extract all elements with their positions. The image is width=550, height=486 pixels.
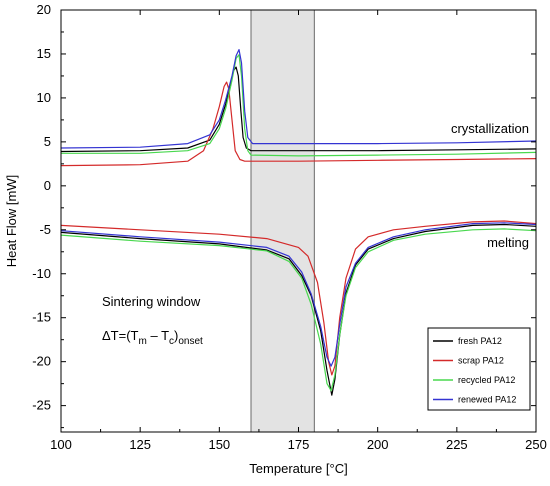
series-line-cooling xyxy=(60,48,537,149)
sintering-window-label: Sintering window xyxy=(102,294,201,309)
sintering-window-region xyxy=(250,9,315,433)
x-axis-title: Temperature [°C] xyxy=(249,461,347,476)
legend-label: scrap PA12 xyxy=(458,356,504,366)
delta-t-m-subscript: m xyxy=(139,336,147,347)
y-tick-label: -10 xyxy=(32,266,51,281)
delta-t-onset-subscript: onset xyxy=(178,336,203,347)
x-tick-label: 100 xyxy=(50,437,72,452)
series-line-heating xyxy=(60,223,537,396)
delta-t-prefix: ΔT=(T xyxy=(102,328,139,343)
series-line-cooling xyxy=(60,66,537,153)
series-line-heating xyxy=(60,220,537,376)
x-tick-label: 125 xyxy=(129,437,151,452)
delta-t-close: ) xyxy=(174,328,178,343)
series-line-cooling xyxy=(61,54,537,157)
x-tick-label: 200 xyxy=(367,437,389,452)
y-tick-label: 20 xyxy=(37,2,51,17)
legend-label: recycled PA12 xyxy=(458,375,515,385)
y-tick-label: -25 xyxy=(32,398,51,413)
series-lines xyxy=(60,48,537,396)
y-tick-label: 0 xyxy=(44,178,51,193)
series-line-heating xyxy=(60,228,537,392)
melting-label: melting xyxy=(487,235,529,250)
legend-label: renewed PA12 xyxy=(458,395,516,405)
crystallization-label: crystallization xyxy=(451,121,529,136)
y-tick-label: 10 xyxy=(37,90,51,105)
y-axis-title: Heat Flow [mW] xyxy=(4,175,19,267)
delta-t-minus: – T xyxy=(147,328,169,343)
x-axis-ticks: 100 125 150 175 200 225 250 xyxy=(50,10,547,452)
y-axis-ticks: 20 15 10 5 0 -5 -10 -15 -20 -25 xyxy=(32,2,536,429)
series-line-heating xyxy=(60,222,537,367)
y-tick-label: -5 xyxy=(39,222,51,237)
delta-t-formula: ΔT=(Tm – Tc)onset xyxy=(102,328,203,347)
y-tick-label: 5 xyxy=(44,134,51,149)
x-tick-label: 225 xyxy=(446,437,468,452)
legend-label: fresh PA12 xyxy=(458,336,502,346)
delta-t-c-subscript: c xyxy=(169,336,174,347)
y-tick-label: -15 xyxy=(32,310,51,325)
x-tick-label: 150 xyxy=(208,437,230,452)
y-tick-label: -20 xyxy=(32,354,51,369)
legend: fresh PA12 scrap PA12 recycled PA12 renewed… xyxy=(427,327,531,411)
x-tick-label: 175 xyxy=(288,437,310,452)
sintering-window-band xyxy=(250,9,315,433)
y-tick-label: 15 xyxy=(37,46,51,61)
x-tick-label: 250 xyxy=(525,437,547,452)
